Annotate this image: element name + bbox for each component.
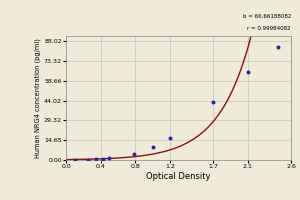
- Point: [245, 71, 250, 74]
- Point: [85, 158, 90, 161]
- Text: b = 66.66188082: b = 66.66188082: [243, 14, 291, 19]
- Text: r = 0.99984082: r = 0.99984082: [248, 26, 291, 31]
- Point: [72, 158, 77, 161]
- X-axis label: Optical Density: Optical Density: [146, 172, 211, 181]
- Point: [107, 156, 112, 159]
- Point: [101, 157, 106, 160]
- Point: [211, 100, 215, 104]
- Point: [94, 158, 99, 161]
- Point: [131, 152, 136, 156]
- Point: [276, 45, 280, 48]
- Y-axis label: Human NRG4 concentration (pg/ml): Human NRG4 concentration (pg/ml): [34, 38, 41, 158]
- Point: [167, 136, 172, 139]
- Point: [150, 146, 155, 149]
